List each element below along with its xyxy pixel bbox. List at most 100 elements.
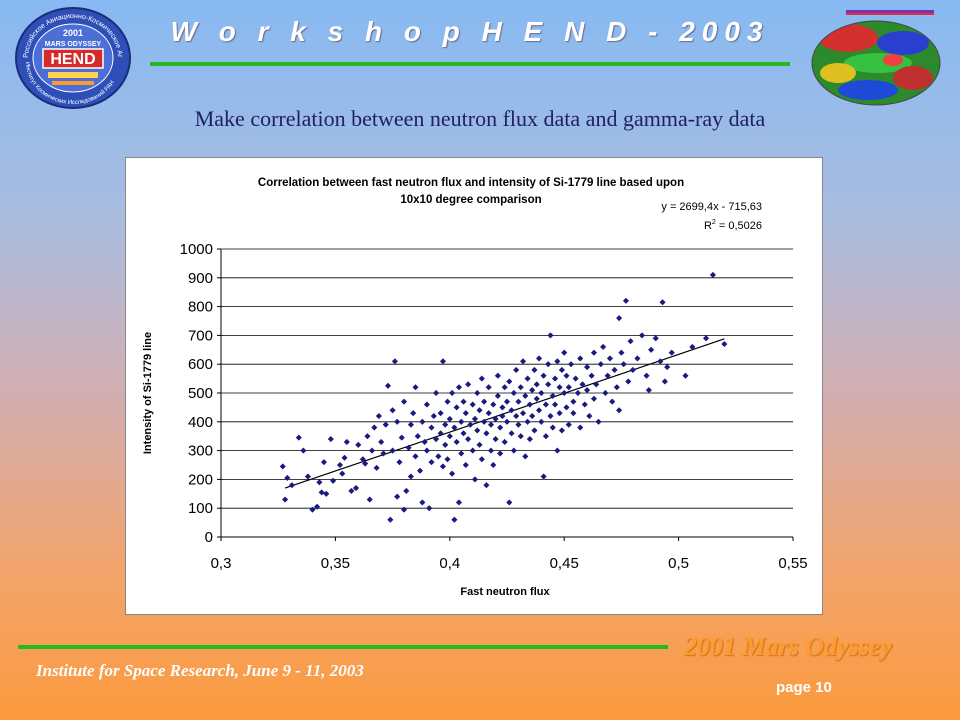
data-point (558, 366, 566, 374)
data-point (508, 430, 515, 437)
data-point (515, 421, 522, 428)
y-tick-label: 900 (188, 270, 213, 287)
y-tick-label: 0 (205, 529, 213, 546)
data-point (622, 297, 630, 304)
data-point (416, 467, 424, 474)
data-point (529, 386, 536, 394)
data-point (702, 335, 710, 342)
data-point (485, 384, 492, 391)
data-point (558, 427, 566, 434)
data-point (645, 386, 653, 394)
data-point (412, 384, 419, 391)
data-point (629, 366, 636, 374)
y-tick-label: 600 (188, 356, 213, 373)
data-point (478, 456, 485, 463)
data-point (535, 407, 543, 414)
data-point (563, 404, 570, 411)
data-point (657, 358, 664, 365)
logo-mission: MARS ODYSSEY (45, 41, 102, 48)
chart-title-line-2: 10x10 degree comparison (400, 194, 541, 206)
data-point (329, 477, 337, 484)
data-point (476, 441, 483, 448)
data-point (540, 372, 547, 379)
data-point (462, 461, 469, 469)
data-point (599, 343, 607, 351)
data-point (492, 435, 499, 443)
data-point (361, 460, 369, 467)
data-point (446, 433, 453, 440)
data-point (510, 447, 518, 454)
data-point (503, 418, 511, 425)
scatter-chart: Correlation between fast neutron flux an… (142, 177, 808, 598)
data-point (501, 438, 508, 446)
data-point (455, 499, 463, 506)
data-point (437, 430, 444, 437)
y-tick-label: 700 (188, 327, 213, 344)
data-point (403, 487, 410, 495)
data-point (590, 395, 598, 402)
data-point (533, 395, 540, 402)
data-point (572, 375, 579, 382)
data-point (430, 412, 437, 420)
data-point (396, 458, 403, 466)
data-point (545, 361, 552, 368)
data-point (448, 470, 456, 477)
data-point (595, 418, 602, 425)
data-point (554, 447, 561, 454)
data-point (444, 398, 451, 405)
data-point (590, 349, 598, 356)
data-point (487, 447, 495, 454)
data-point (540, 473, 547, 480)
data-point (593, 381, 600, 388)
data-point (618, 349, 625, 356)
data-point (368, 447, 376, 454)
data-point (611, 366, 618, 374)
data-point (471, 476, 479, 483)
data-point (661, 378, 669, 385)
data-point (400, 398, 408, 405)
data-point (494, 392, 502, 400)
data-point (510, 389, 518, 397)
data-point (547, 332, 554, 339)
data-point (455, 384, 463, 391)
data-point (432, 435, 440, 443)
data-point (469, 447, 476, 454)
data-point (581, 401, 588, 408)
data-point (316, 479, 323, 486)
data-point (538, 418, 545, 425)
institute-label: Institute for Space Research, June 9 - 1… (36, 661, 364, 680)
data-point (682, 372, 689, 379)
mission-label: 2001 Mars Odyssey (684, 632, 892, 661)
data-point (474, 427, 481, 434)
data-point (394, 493, 401, 500)
y-tick-label: 300 (188, 443, 213, 460)
x-tick-label: 0,35 (321, 555, 350, 572)
data-point (460, 430, 467, 437)
data-point (522, 453, 529, 460)
data-point (384, 382, 392, 389)
data-point (487, 421, 495, 428)
data-point (490, 461, 497, 469)
data-point (359, 456, 367, 463)
data-point (428, 424, 435, 431)
data-point (512, 366, 520, 374)
data-point (464, 435, 472, 443)
data-point (423, 447, 431, 454)
data-point (565, 384, 572, 391)
data-point (549, 424, 556, 431)
data-point (366, 496, 373, 503)
data-point (483, 430, 490, 437)
data-point (442, 421, 449, 428)
data-point (549, 392, 556, 400)
data-point (389, 407, 396, 414)
data-point (519, 410, 527, 417)
data-point (391, 358, 399, 365)
data-point (339, 470, 346, 477)
data-point (517, 433, 524, 440)
data-point (419, 418, 426, 425)
data-point (309, 506, 316, 513)
data-point (432, 389, 440, 397)
data-point (531, 366, 538, 374)
data-point (533, 381, 540, 388)
data-point (355, 441, 362, 448)
